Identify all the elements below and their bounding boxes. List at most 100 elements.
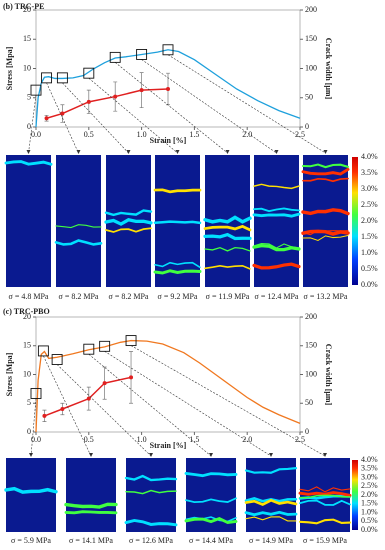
y2-tick-label: 0 [305,427,309,436]
crack-streak [253,207,300,213]
crack-streak [153,220,202,225]
y-tick-label: 10 [23,63,31,72]
leader-arrow [28,95,37,154]
arrow-head [225,150,230,154]
data-point [139,88,144,93]
y2-tick-label: 200 [305,312,317,321]
crack-streak [104,209,153,217]
x-tick-label: 2.5 [295,435,305,444]
image-caption: σ = 9.2 MPa [158,292,198,301]
data-point [44,116,49,121]
data-point [86,99,91,104]
data-point [129,375,134,380]
image-caption: σ = 13.2 MPa [304,292,348,301]
crack-streak [203,215,252,224]
x-tick-label: 2.0 [242,435,252,444]
leader-arrow [167,54,326,154]
colorbar-label: 0.5% [361,516,378,525]
crack-streak [298,518,352,525]
marker [162,44,174,56]
strain-image [56,155,101,287]
data-point [166,86,170,91]
marker [99,340,111,352]
y2-axis-label: Crack width [μm] [324,344,333,406]
marker [51,354,63,365]
arrow-head [175,150,180,154]
crack-streak [105,227,152,233]
image-caption: σ = 4.8 MPa [9,292,49,301]
y-tick-label: 15 [23,341,31,350]
y2-tick-label: 50 [305,398,313,407]
x-tick-label: 0.0 [31,435,41,444]
marker [30,84,42,96]
crack-streak [244,510,298,517]
marker [37,345,49,357]
strain-image [6,458,56,532]
crack-streak [244,467,298,474]
arrow-head [209,453,213,457]
series-line [46,88,169,119]
x-tick-label: 1.5 [189,435,199,444]
crack-streak [54,239,103,246]
leader-arrow [104,351,272,457]
crack-streak [153,269,202,275]
crack-streak [253,183,300,190]
colorbar-label: 2.5% [361,481,378,490]
leader-arrow [115,62,228,154]
crack-streak [245,516,297,522]
y-tick-label: 0 [27,427,31,436]
image-caption: σ = 14.1 MPa [69,536,113,545]
crack-streak [299,499,351,506]
leader-arrow [141,59,277,154]
colorbar-label: 3.0% [361,184,378,193]
leader-arrow [56,364,152,457]
crack-streak [125,489,177,495]
colorbar-label: 0.0% [361,525,378,534]
y-tick-label: 20 [23,312,31,321]
y2-tick-label: 0 [305,122,309,131]
crack-streak [301,163,350,169]
crack-streak [64,510,118,515]
crack-streak [203,232,252,241]
y2-tick-label: 100 [305,369,317,378]
y-tick-label: 5 [27,398,31,407]
colorbar-label: 2.5% [361,200,378,209]
arrow-head [323,150,328,154]
y-tick-label: 20 [23,5,31,14]
arrow-head [274,150,279,154]
image-caption: σ = 12.6 MPa [129,536,173,545]
image-caption: σ = 11.9 MPa [206,292,250,301]
crack-streak [185,497,237,504]
x-axis-label: Strain [%] [150,441,187,450]
crack-streak [299,486,351,493]
data-point [42,413,47,418]
arrow-head [29,453,33,457]
y-axis-label: Stress [Mpa] [5,46,14,90]
colorbar-label: 1.5% [361,499,378,508]
crack-streak [124,474,178,482]
arrow-head [76,150,81,154]
leader-arrow [88,77,178,154]
strain-image [246,458,296,532]
plot-frame [35,9,301,128]
crack-streak [124,518,178,527]
crack-streak [301,229,350,236]
crack-streak [154,261,201,269]
y2-tick-label: 150 [305,34,317,43]
data-point [86,396,91,401]
x-tick-label: 2.5 [295,130,305,139]
colorbar-label: 3.5% [361,168,378,177]
x-tick-label: 0.5 [84,130,94,139]
x-tick-label: 2.0 [242,130,252,139]
crack-streak [203,224,252,232]
marker [83,67,95,79]
marker [83,343,95,355]
y-tick-label: 0 [27,122,31,131]
y-tick-label: 10 [23,369,31,378]
arrow-head [323,453,327,457]
crack-streak [204,265,251,270]
y2-tick-label: 50 [305,93,313,102]
series-line [35,339,301,433]
crack-streak [184,516,238,524]
colorbar-label: 4.0% [361,455,378,464]
